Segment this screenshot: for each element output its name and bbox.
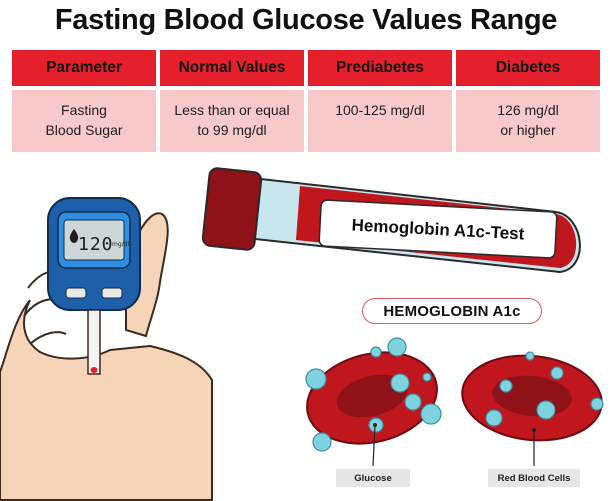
illustration bbox=[0, 167, 604, 501]
glucose-molecule-icon bbox=[550, 366, 564, 380]
column-prediabetes: Prediabetes 100-125 mg/dl bbox=[308, 50, 452, 152]
glucose-molecule-icon bbox=[590, 397, 604, 411]
column-diabetes: Diabetes 126 mg/dl or higher bbox=[456, 50, 600, 152]
cell-parameter-line-1: Fasting bbox=[61, 102, 107, 118]
cell-diabetes: 126 mg/dl or higher bbox=[456, 90, 600, 152]
column-normal-values: Normal Values Less than or equal to 99 m… bbox=[160, 50, 304, 152]
glucose-molecule-icon bbox=[370, 346, 382, 358]
glucose-pointer-dot bbox=[373, 423, 377, 427]
glucometer-button-right-icon bbox=[101, 287, 123, 299]
tube-cap-icon bbox=[201, 167, 263, 251]
glucose-molecule-icon bbox=[404, 393, 422, 411]
page-title: Fasting Blood Glucose Values Range bbox=[54, 4, 558, 36]
red-blood-cells-label: Red Blood Cells bbox=[488, 469, 580, 487]
glucose-molecule-icon bbox=[387, 337, 407, 357]
red-blood-cells-illustration bbox=[305, 337, 604, 467]
hemoglobin-badge: HEMOGLOBIN A1c bbox=[362, 298, 542, 324]
glucose-range-table: Parameter Fasting Blood Sugar Normal Val… bbox=[12, 50, 600, 152]
header-diabetes: Diabetes bbox=[456, 50, 600, 86]
glucose-molecule-icon bbox=[525, 351, 535, 361]
cell-normal-line-1: Less than or equal bbox=[174, 102, 290, 118]
blood-drop-small-icon bbox=[69, 229, 79, 243]
cell-diabetes-line-2: or higher bbox=[500, 122, 556, 138]
glucometer-button-left-icon bbox=[65, 287, 87, 299]
red-blood-cell-left-center-icon bbox=[336, 374, 408, 418]
test-tube-illustration bbox=[201, 167, 581, 274]
glucose-molecule-icon bbox=[312, 432, 332, 452]
cell-prediabetes: 100-125 mg/dl bbox=[308, 90, 452, 152]
glucometer-reading: 120 bbox=[78, 233, 114, 255]
glucose-molecule-icon bbox=[499, 379, 513, 393]
cell-normal-line-2: to 99 mg/dl bbox=[197, 122, 267, 138]
header-prediabetes: Prediabetes bbox=[308, 50, 452, 86]
tube-label-background-icon bbox=[318, 199, 558, 259]
glucose-molecule-icon bbox=[536, 400, 556, 420]
cell-prediabetes-line-1: 100-125 mg/dl bbox=[335, 102, 425, 118]
hand-icon bbox=[0, 299, 213, 501]
glucose-molecule-icon bbox=[422, 372, 432, 382]
test-strip-icon bbox=[87, 309, 101, 375]
glucose-molecule-icon bbox=[305, 368, 327, 390]
header-parameter: Parameter bbox=[12, 50, 156, 86]
cell-normal-values: Less than or equal to 99 mg/dl bbox=[160, 90, 304, 152]
hand-with-glucometer-illustration bbox=[0, 197, 213, 501]
rbc-pointer-dot bbox=[532, 428, 536, 432]
glucose-molecules bbox=[305, 337, 604, 452]
glucose-molecule-icon bbox=[390, 373, 410, 393]
glucometer-screen-icon bbox=[63, 219, 125, 261]
glucose-molecule-icon bbox=[420, 403, 442, 425]
cell-parameter-line-2: Blood Sugar bbox=[45, 122, 123, 138]
glucometer-unit: mg/dl bbox=[112, 241, 130, 248]
blood-sample-icon bbox=[90, 367, 98, 373]
glucose-pointer-line bbox=[372, 424, 376, 467]
glucose-label: Glucose bbox=[336, 469, 410, 487]
glucose-molecule-icon bbox=[485, 409, 503, 427]
cell-parameter: Fasting Blood Sugar bbox=[12, 90, 156, 152]
column-parameter: Parameter Fasting Blood Sugar bbox=[12, 50, 156, 152]
header-normal-values: Normal Values bbox=[160, 50, 304, 86]
cell-diabetes-line-1: 126 mg/dl bbox=[497, 102, 559, 118]
